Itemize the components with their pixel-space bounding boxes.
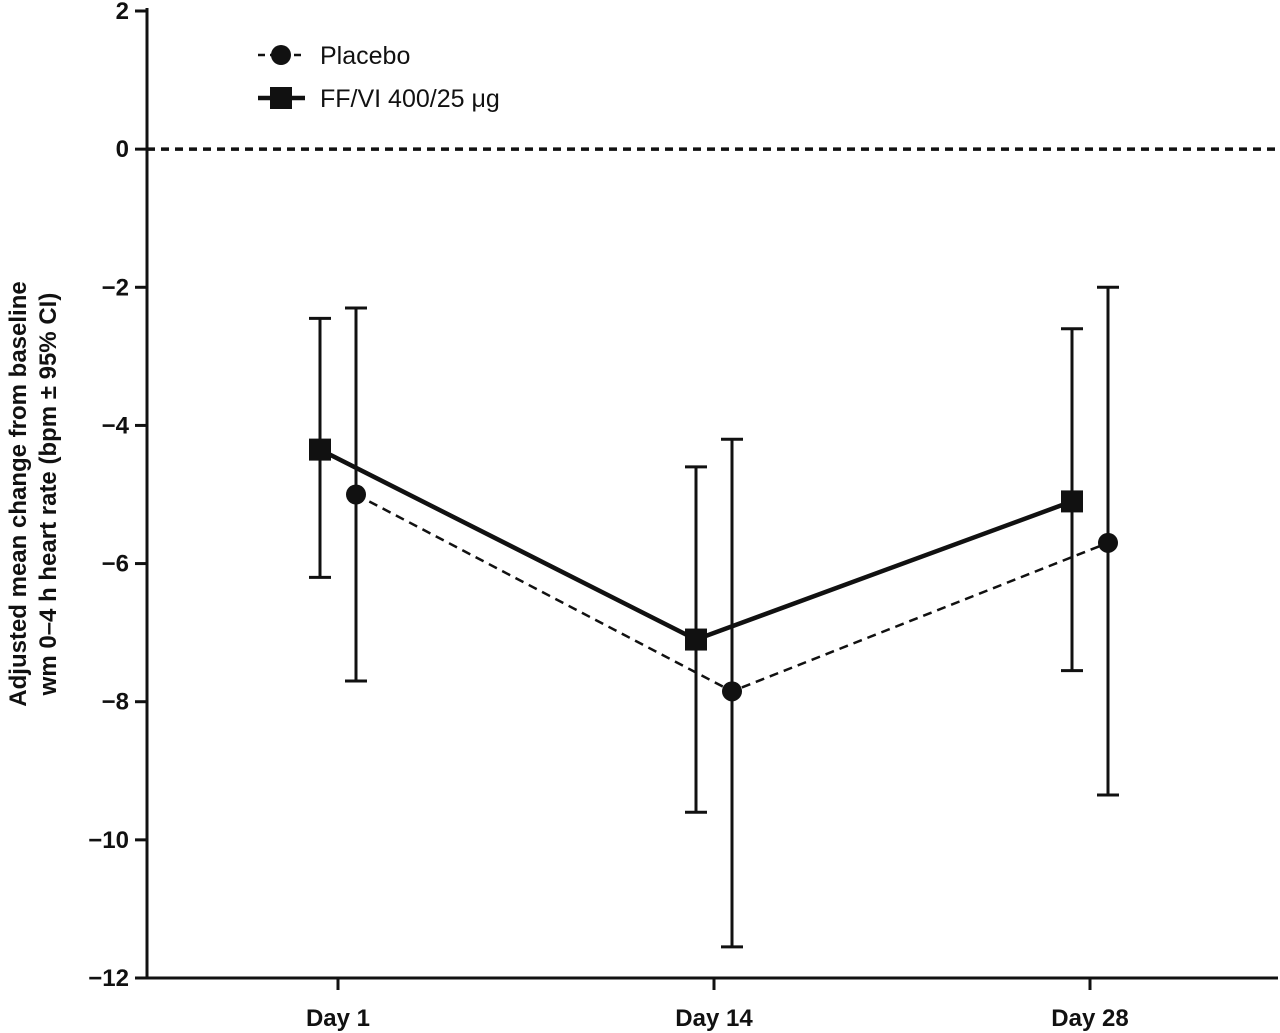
plot-area xyxy=(147,147,1278,949)
data-point-square xyxy=(685,628,707,651)
y-tick-label: 0 xyxy=(116,136,129,163)
y-tick-label: −2 xyxy=(102,274,129,301)
axes: 2 0 −2 −4 −6 −8 −10 −12 Day 1 Day 14 Day 28 xyxy=(88,0,1278,1032)
legend: Placebo FF/VI 400/25 μg xyxy=(258,42,500,113)
y-tick-label: −8 xyxy=(102,689,129,716)
data-point-circle xyxy=(346,484,366,505)
y-tick-label: −4 xyxy=(102,412,130,439)
y-tick-label: −10 xyxy=(88,827,129,854)
data-point-square xyxy=(309,438,331,461)
legend-label: FF/VI 400/25 μg xyxy=(320,85,500,113)
data-point-square xyxy=(1061,490,1083,513)
y-tick-label: −6 xyxy=(102,551,129,578)
y-tick-label: 2 xyxy=(116,0,129,25)
y-axis-title-line-1: Adjusted mean change from baseline xyxy=(5,281,32,706)
legend-marker-square xyxy=(270,87,292,109)
y-axis-title-line-2: wm 0–4 h heart rate (bpm ± 95% CI) xyxy=(35,293,62,697)
legend-marker-circle xyxy=(271,45,291,65)
x-tick-label: Day 14 xyxy=(675,1005,753,1032)
x-tick-label: Day 28 xyxy=(1051,1005,1128,1032)
legend-label: Placebo xyxy=(320,42,410,70)
data-point-circle xyxy=(1098,532,1118,553)
data-point-circle xyxy=(722,681,742,702)
x-tick-label: Day 1 xyxy=(306,1005,370,1032)
y-tick-label: −12 xyxy=(88,965,129,992)
